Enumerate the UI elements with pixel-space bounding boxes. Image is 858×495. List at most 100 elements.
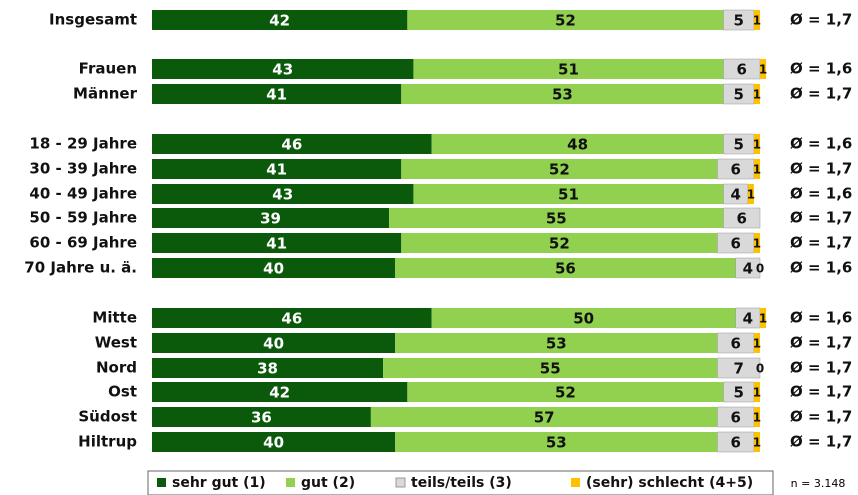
bar-segment xyxy=(401,84,724,104)
category-label: 50 - 59 Jahre xyxy=(29,209,137,227)
value-label: 56 xyxy=(555,260,576,278)
value-label: 52 xyxy=(549,161,570,179)
average-label: Ø = 1,7 xyxy=(790,408,852,426)
category-label: Hiltrup xyxy=(78,433,137,451)
average-label: Ø = 1,7 xyxy=(790,234,852,252)
value-label: 1 xyxy=(759,63,767,77)
average-label: Ø = 1,6 xyxy=(790,185,852,203)
legend-swatch xyxy=(286,478,295,487)
legend-label: sehr gut (1) xyxy=(172,475,266,491)
bar-segment xyxy=(395,432,718,452)
value-label: 6 xyxy=(737,61,747,79)
value-label: 1 xyxy=(753,88,761,102)
bar-segment xyxy=(152,382,408,402)
average-label: Ø = 1,6 xyxy=(790,309,852,327)
category-label: West xyxy=(95,334,137,352)
bar-segment xyxy=(753,233,760,253)
value-label: 4 xyxy=(730,186,740,204)
value-label: 41 xyxy=(266,86,287,104)
value-label: 1 xyxy=(753,138,761,152)
value-label: 6 xyxy=(730,434,740,452)
category-label: 30 - 39 Jahre xyxy=(29,160,137,178)
bar-segment xyxy=(395,258,736,278)
legend-label: gut (2) xyxy=(301,475,355,491)
value-label: 1 xyxy=(753,237,761,251)
category-label: 70 Jahre u. ä. xyxy=(24,259,137,277)
value-label: 43 xyxy=(272,186,293,204)
value-label: 51 xyxy=(558,61,579,79)
value-label: 52 xyxy=(555,12,576,30)
bar-segment xyxy=(389,208,724,228)
value-label: 52 xyxy=(555,384,576,402)
bar-segment xyxy=(717,357,761,379)
value-label: 41 xyxy=(266,235,287,253)
value-label: 6 xyxy=(730,335,740,353)
value-label: 53 xyxy=(546,335,567,353)
average-label: Ø = 1,7 xyxy=(790,11,852,29)
bar-segment xyxy=(413,184,724,204)
value-label: 40 xyxy=(263,260,284,278)
value-label: 1 xyxy=(753,411,761,425)
value-label: 1 xyxy=(759,312,767,326)
value-label: 38 xyxy=(257,360,278,378)
value-label: 57 xyxy=(534,409,555,427)
bar-segment xyxy=(753,134,760,154)
value-label: 48 xyxy=(567,136,588,154)
value-label: 1 xyxy=(753,386,761,400)
value-label: 55 xyxy=(546,210,567,228)
value-label: 52 xyxy=(549,235,570,253)
value-label: 42 xyxy=(269,384,290,402)
value-label: 0 xyxy=(756,362,764,376)
value-label: 55 xyxy=(540,360,561,378)
bar-segment xyxy=(152,333,396,353)
value-label: 6 xyxy=(730,409,740,427)
legend-box xyxy=(147,470,774,495)
value-label: 51 xyxy=(558,186,579,204)
value-label: 1 xyxy=(753,14,761,28)
bar-segment xyxy=(152,308,432,328)
value-label: 6 xyxy=(730,235,740,253)
bar-segment xyxy=(152,59,414,79)
bar-segment xyxy=(407,382,724,402)
bar-segment xyxy=(152,84,402,104)
value-label: 7 xyxy=(734,360,744,378)
bar-segment xyxy=(152,134,432,154)
value-label: 1 xyxy=(747,188,755,202)
value-label: 6 xyxy=(730,161,740,179)
legend-swatch xyxy=(395,477,406,488)
legend-swatch xyxy=(157,478,166,487)
bar-segment xyxy=(152,159,402,179)
bar-segment xyxy=(152,208,390,228)
value-label: 46 xyxy=(281,310,302,328)
average-label: Ø = 1,6 xyxy=(790,259,852,277)
average-label: Ø = 1,7 xyxy=(790,209,852,227)
category-label: Insgesamt xyxy=(49,11,137,29)
bar-segment xyxy=(760,59,767,79)
bar-segment xyxy=(152,407,371,427)
value-label: 41 xyxy=(266,161,287,179)
value-label: 39 xyxy=(260,210,281,228)
bar-segment xyxy=(152,358,384,378)
value-label: 42 xyxy=(269,12,290,30)
average-label: Ø = 1,7 xyxy=(790,85,852,103)
bar-segment xyxy=(401,159,718,179)
bar-segment xyxy=(431,308,736,328)
legend-label: (sehr) schlecht (4+5) xyxy=(586,475,753,491)
average-label: Ø = 1,7 xyxy=(790,383,852,401)
bar-segment xyxy=(395,333,718,353)
value-label: 50 xyxy=(573,310,594,328)
bar-segment xyxy=(152,258,396,278)
value-label: 1 xyxy=(753,163,761,177)
bar-segment xyxy=(753,382,760,402)
average-label: Ø = 1,7 xyxy=(790,433,852,451)
bar-segment xyxy=(431,134,724,154)
average-label: Ø = 1,6 xyxy=(790,60,852,78)
bar-segment xyxy=(753,159,760,179)
category-label: 60 - 69 Jahre xyxy=(29,234,137,252)
value-label: 6 xyxy=(737,210,747,228)
bar-segment xyxy=(383,358,718,378)
category-label: Nord xyxy=(96,359,137,377)
category-label: Frauen xyxy=(79,60,137,78)
category-label: Ost xyxy=(108,383,137,401)
value-label: 46 xyxy=(281,136,302,154)
